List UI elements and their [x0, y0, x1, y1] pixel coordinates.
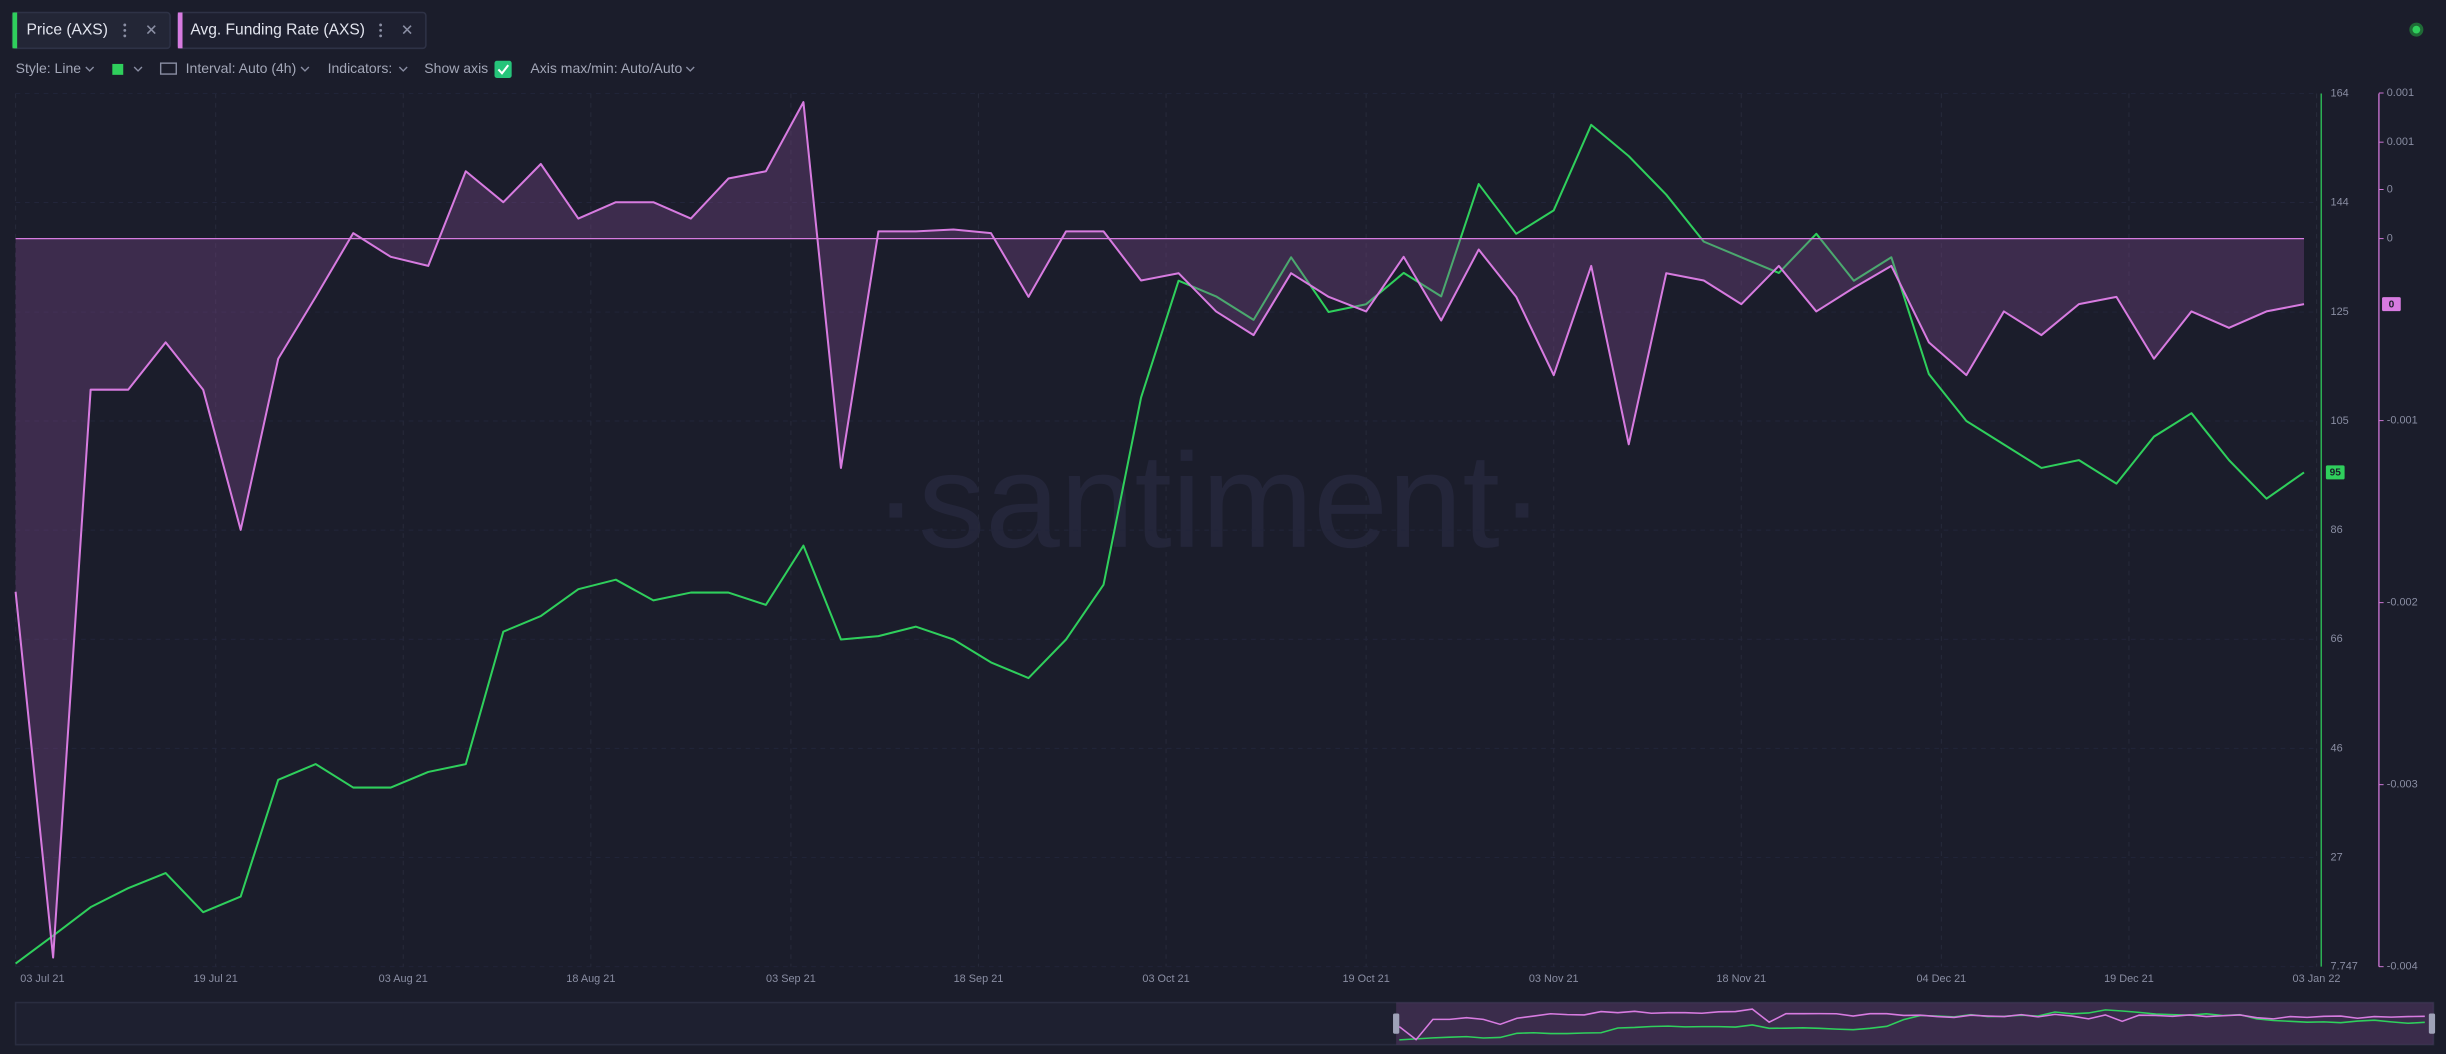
- tab-menu[interactable]: [123, 23, 127, 38]
- y-tick-label: 7.747: [2331, 961, 2358, 973]
- line: [14, 123, 2305, 965]
- y2-tick-label: -0.002: [2387, 597, 2418, 609]
- tab-color: [12, 12, 18, 49]
- checkmark: [497, 64, 510, 75]
- value-badge: [2382, 297, 2401, 312]
- x-tick-label: 03 Nov 21: [1529, 973, 1579, 985]
- y-tick-label: 144: [2331, 196, 2349, 208]
- watermark: ·santiment·: [874, 427, 1545, 576]
- y2-tick-label: 0.001: [2387, 136, 2414, 148]
- chevron: [685, 66, 695, 72]
- x-tick-label: 03 Jan 22: [2293, 973, 2341, 985]
- y2-tick-label: 0: [2387, 183, 2393, 195]
- status-dot: [2409, 22, 2424, 37]
- tab-funding[interactable]: Avg. Funding Rate (AXS): [177, 11, 427, 50]
- value-badge-label: 0: [2389, 299, 2395, 310]
- show-axis-label: Show axis: [424, 60, 488, 76]
- y2-tick-label: -0.001: [2387, 415, 2418, 427]
- chevron: [133, 66, 143, 72]
- interval-select[interactable]: Interval: Auto (4h): [186, 60, 297, 76]
- tab-label: Price (AXS): [27, 22, 108, 39]
- navigator-line: [1398, 1008, 2425, 1041]
- navigator-handle[interactable]: [1393, 1013, 1400, 1034]
- chevron: [85, 66, 95, 72]
- y-tick-label: 164: [2331, 87, 2349, 99]
- tab-menu[interactable]: [379, 23, 383, 38]
- navigator-handle[interactable]: [2428, 1013, 2436, 1034]
- tab-close[interactable]: [402, 25, 412, 35]
- tab-background: [11, 11, 171, 50]
- value-badge-label: 95: [2330, 468, 2342, 479]
- y-tick-label: 46: [2331, 742, 2343, 754]
- show-axis-checkbox[interactable]: [494, 60, 512, 78]
- y2-tick-label: -0.004: [2387, 961, 2418, 973]
- y-tick-label: 125: [2331, 306, 2349, 318]
- tab-label: Avg. Funding Rate (AXS): [190, 22, 365, 39]
- axis-maxmin-select[interactable]: Axis max/min: Auto/Auto: [530, 60, 682, 76]
- y-tick-label: 27: [2331, 851, 2343, 863]
- value-badge: [2325, 465, 2345, 480]
- y-tick-label: 66: [2331, 633, 2343, 645]
- x-tick-label: 19 Jul 21: [194, 973, 238, 985]
- y-tick-label: 105: [2331, 415, 2349, 427]
- x-tick-label: 03 Oct 21: [1142, 973, 1189, 985]
- navigator-line: [1399, 1009, 2425, 1041]
- x-tick-label: 03 Jul 21: [20, 973, 64, 985]
- x-tick-label: 19 Dec 21: [2104, 973, 2154, 985]
- chevron: [398, 66, 408, 72]
- x-tick-label: 18 Aug 21: [566, 973, 615, 985]
- y2-tick-label: 0: [2387, 232, 2393, 244]
- y2-tick-label: -0.003: [2387, 779, 2418, 791]
- x-tick-label: 18 Sep 21: [954, 973, 1004, 985]
- area: [15, 102, 2305, 958]
- x-tick-label: 03 Aug 21: [379, 973, 428, 985]
- x-tick-label: 19 Oct 21: [1342, 973, 1389, 985]
- style-select[interactable]: Style: Line: [16, 60, 82, 76]
- tab-close[interactable]: [146, 25, 156, 35]
- y2-tick-label: 0.001: [2387, 87, 2414, 99]
- navigator-selection[interactable]: [1396, 1002, 2434, 1045]
- x-tick-label: 03 Sep 21: [766, 973, 816, 985]
- navigator[interactable]: [14, 1001, 2435, 1046]
- x-tick-label: 18 Nov 21: [1716, 973, 1766, 985]
- interval-icon: [159, 62, 177, 75]
- line: [14, 101, 2305, 959]
- tab-color: [177, 12, 183, 49]
- indicators-select[interactable]: Indicators:: [328, 60, 393, 76]
- color-select[interactable]: [112, 63, 124, 75]
- tab-price[interactable]: Price (AXS): [11, 11, 171, 50]
- y-tick-label: 86: [2331, 524, 2343, 536]
- x-tick-label: 04 Dec 21: [1917, 973, 1967, 985]
- toolbar: Style: Line Interval: Auto (4h) Indicato…: [16, 60, 695, 78]
- chevron: [300, 66, 310, 72]
